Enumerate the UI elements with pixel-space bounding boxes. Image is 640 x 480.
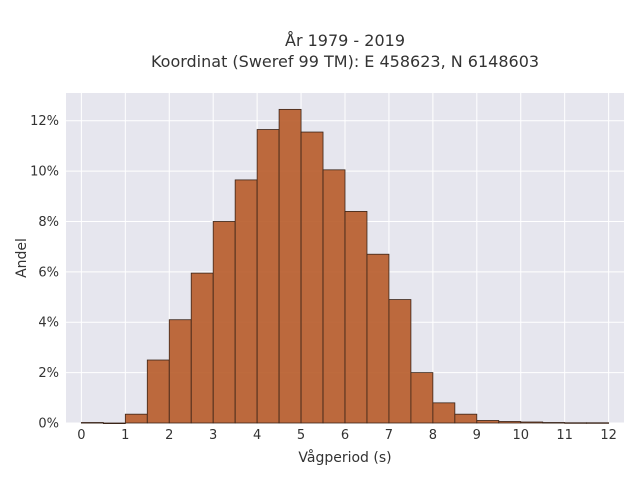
chart-subtitle: Koordinat (Sweref 99 TM): E 458623, N 61… <box>150 52 540 71</box>
y-tick-label: 12% <box>30 114 59 129</box>
histogram-bar <box>388 299 412 424</box>
histogram-bar <box>102 422 126 425</box>
x-tick-label: 0 <box>77 428 85 443</box>
histogram-bar <box>278 108 302 424</box>
histogram-bar <box>542 422 566 424</box>
y-tick-label: 8% <box>38 215 59 230</box>
x-tick-label: 10 <box>512 428 529 443</box>
histogram-bar <box>256 129 280 424</box>
histogram-bar <box>190 272 214 424</box>
chart-title: År 1979 - 2019 <box>285 31 405 50</box>
y-axis-label: Andel <box>14 238 30 278</box>
x-tick-label: 5 <box>297 428 305 443</box>
histogram-bar <box>564 422 588 424</box>
y-tick-label: 10% <box>30 165 59 180</box>
x-tick-label: 7 <box>385 428 393 443</box>
histogram-bar <box>366 253 390 424</box>
histogram-bar <box>80 422 104 424</box>
x-tick-label: 9 <box>473 428 481 443</box>
y-tick-label: 2% <box>38 366 59 381</box>
x-tick-label: 8 <box>429 428 437 443</box>
x-tick-label: 2 <box>165 428 173 443</box>
y-tick-label: 4% <box>38 316 59 331</box>
x-tick-label: 12 <box>600 428 617 443</box>
x-tick-label: 4 <box>253 428 261 443</box>
histogram-bar <box>124 413 148 424</box>
histogram-bar <box>322 169 346 424</box>
histogram-bar <box>344 210 368 424</box>
histogram-bar <box>168 319 192 424</box>
histogram-bars <box>80 108 610 425</box>
x-tick-label: 1 <box>121 428 129 443</box>
x-tick-label: 3 <box>209 428 217 443</box>
histogram-bar <box>146 359 170 424</box>
histogram-bar <box>410 372 434 424</box>
x-axis-label: Vågperiod (s) <box>298 449 391 466</box>
histogram-bar <box>520 421 544 424</box>
y-axis-ticks: 0% 2% 4% 6% 8% 10% 12% <box>30 114 59 431</box>
histogram-bar <box>498 421 522 424</box>
y-tick-label: 6% <box>38 265 59 280</box>
histogram-bar <box>212 221 236 424</box>
y-tick-label: 0% <box>38 417 59 432</box>
histogram-bar <box>586 422 610 424</box>
x-tick-label: 11 <box>556 428 573 443</box>
x-tick-label: 6 <box>341 428 349 443</box>
x-axis-ticks: 0 1 2 3 4 5 6 7 8 9 10 11 12 <box>77 428 617 443</box>
histogram-bar <box>300 131 324 424</box>
histogram-bar <box>454 413 478 424</box>
histogram-bar <box>476 420 500 424</box>
chart-title-block: År 1979 - 2019 Koordinat (Sweref 99 TM):… <box>0 30 640 72</box>
histogram-bar <box>234 179 258 424</box>
histogram-bar <box>432 402 456 424</box>
